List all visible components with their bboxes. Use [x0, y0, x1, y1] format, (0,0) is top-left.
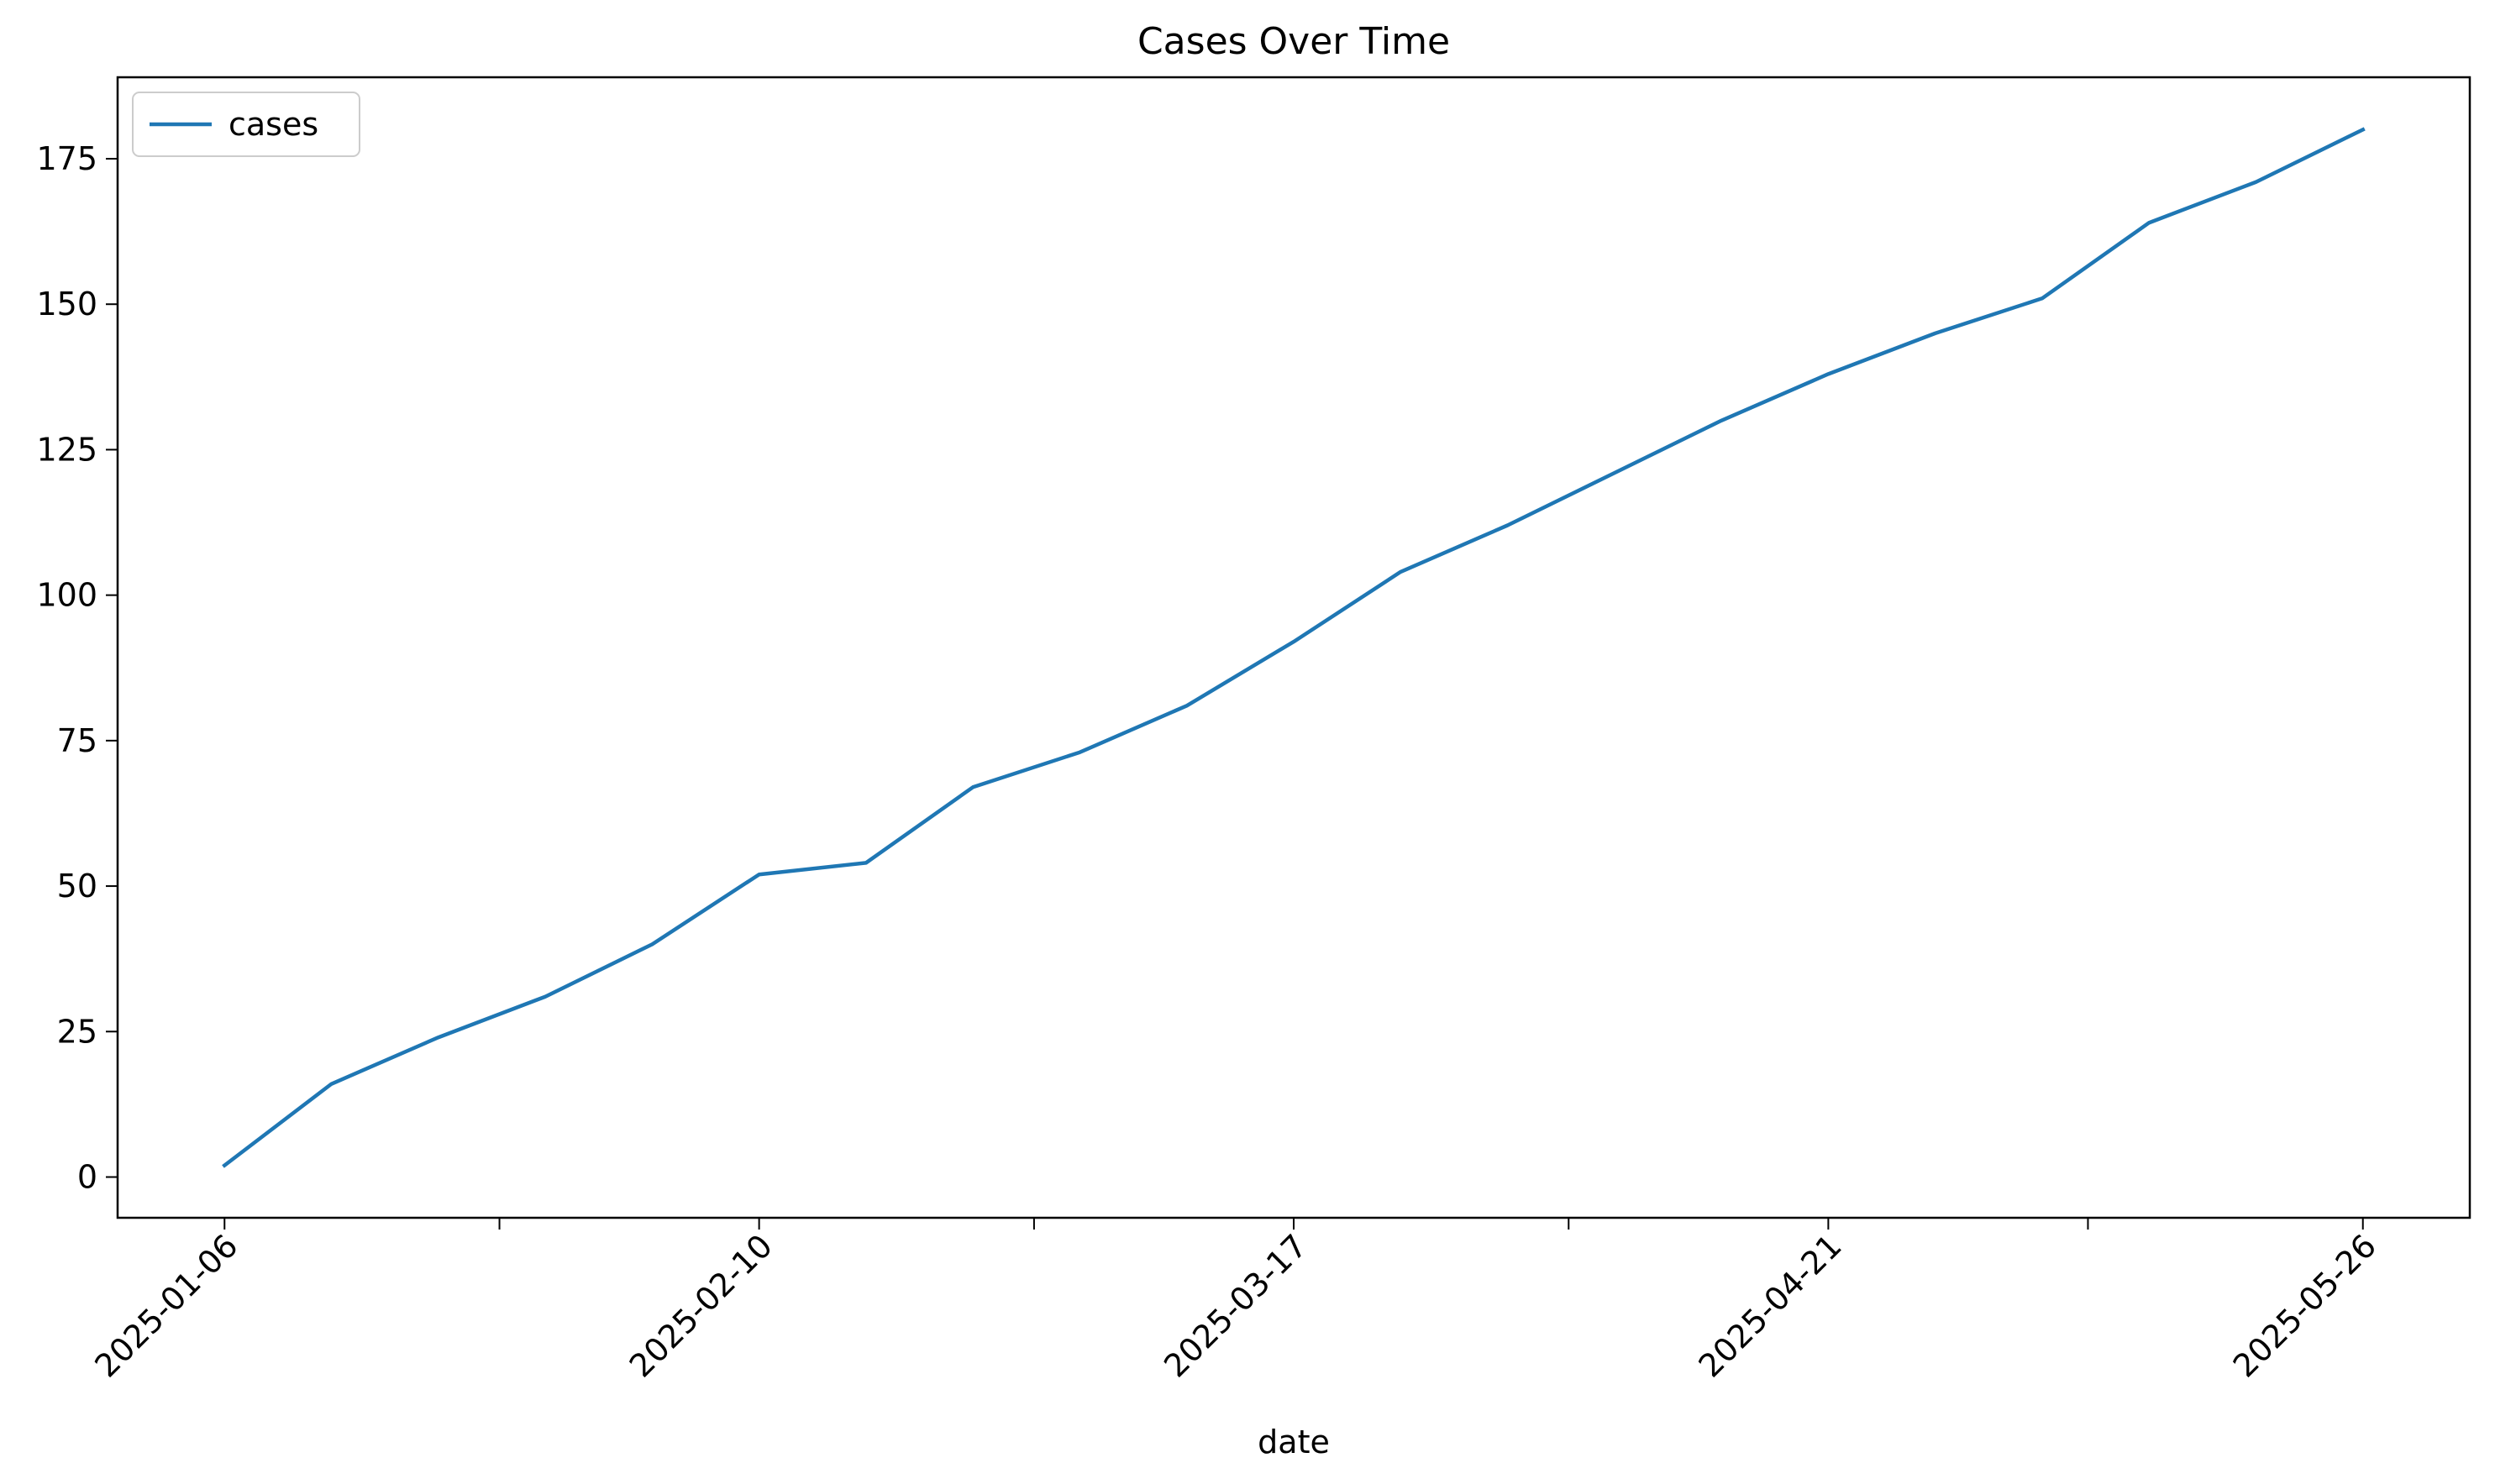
data-point: [1719, 418, 1724, 423]
data-point: [1933, 331, 1938, 336]
y-tick-label: 125: [36, 431, 97, 468]
y-tick-label: 25: [57, 1013, 97, 1050]
data-point: [970, 784, 975, 789]
data-point: [1398, 569, 1403, 574]
y-tick-label: 75: [57, 722, 97, 759]
data-point: [2146, 220, 2151, 225]
legend-label: cases: [228, 106, 318, 143]
data-point: [864, 860, 869, 865]
data-point: [757, 872, 762, 877]
y-tick-label: 150: [36, 286, 97, 322]
data-point: [1825, 371, 1831, 376]
data-point: [1291, 639, 1296, 644]
data-point: [436, 1035, 441, 1040]
data-point: [2040, 296, 2045, 301]
y-tick-label: 175: [36, 140, 97, 177]
legend: cases: [132, 92, 360, 157]
y-tick-label: 100: [36, 577, 97, 614]
series-line-cases: [222, 127, 2366, 1168]
data-point: [329, 1082, 334, 1087]
x-axis-label: date: [1258, 1424, 1330, 1460]
data-point: [1184, 703, 1190, 708]
data-point: [543, 994, 548, 999]
legend-box: [132, 92, 360, 157]
chart-title: Cases Over Time: [1137, 20, 1450, 63]
data-point: [2361, 127, 2366, 132]
data-point: [2253, 180, 2258, 185]
data-point: [222, 1163, 227, 1168]
data-point: [649, 941, 654, 947]
data-point: [1612, 470, 1617, 475]
axes-frame: [116, 76, 2471, 1219]
y-tick-label: 0: [77, 1159, 97, 1196]
y-tick-label: 50: [57, 868, 97, 905]
data-point: [1505, 523, 1510, 528]
data-point: [1077, 750, 1082, 755]
